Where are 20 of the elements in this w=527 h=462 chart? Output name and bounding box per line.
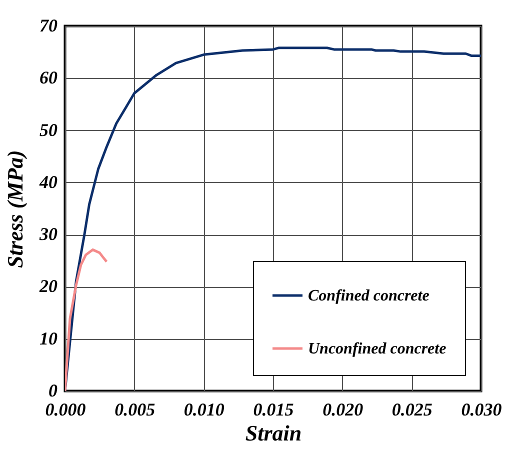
x-tick-label: 0.005 <box>114 400 156 420</box>
y-tick-label: 30 <box>38 224 58 244</box>
x-axis-title: Strain <box>245 420 302 446</box>
y-tick-label: 0 <box>48 380 58 400</box>
y-tick-label: 60 <box>40 68 58 88</box>
x-tick-label: 0.000 <box>45 400 86 420</box>
x-tick-label: 0.015 <box>253 400 294 420</box>
legend-label: Confined concrete <box>308 288 430 304</box>
y-tick-label: 10 <box>40 328 58 348</box>
legend-label: Unconfined concrete <box>308 340 446 358</box>
y-tick-label: 70 <box>40 16 58 36</box>
x-tick-label: 0.010 <box>184 400 224 420</box>
line-series <box>65 248 108 391</box>
x-tick-label: 0.020 <box>322 400 364 420</box>
y-tick-label: 20 <box>38 276 58 296</box>
y-tick-label: 40 <box>38 172 58 192</box>
y-axis-title: Stress (MPa) <box>2 150 28 268</box>
x-tick-label: 0.025 <box>392 400 432 420</box>
x-tick-label: 0.030 <box>461 400 502 420</box>
y-tick-label: 50 <box>40 120 58 140</box>
